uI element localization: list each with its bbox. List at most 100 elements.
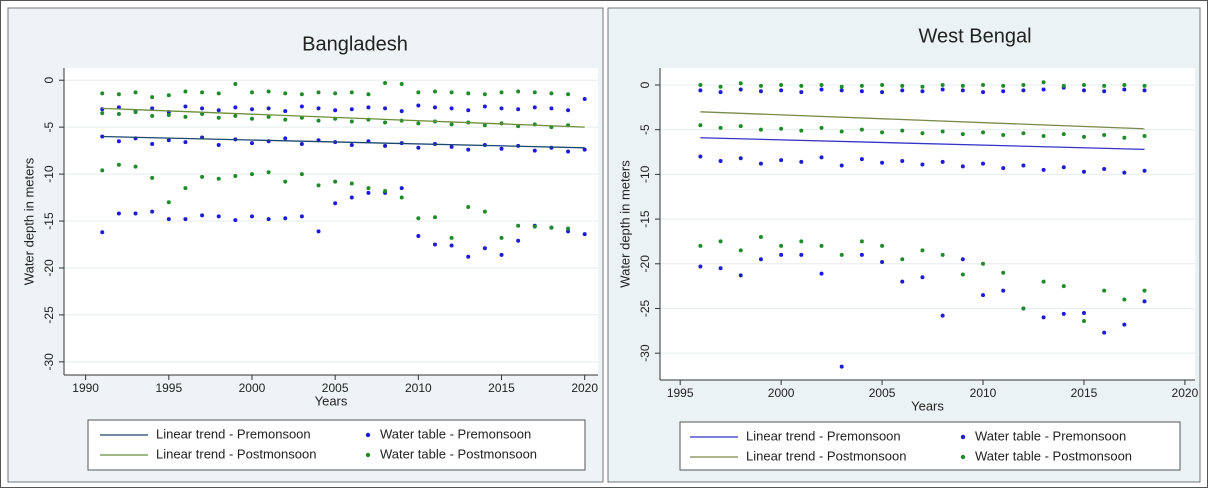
data-point — [718, 125, 723, 130]
x-tick-label: 2010 — [405, 381, 432, 395]
data-point — [166, 93, 171, 98]
x-tick-label: 1995 — [155, 381, 182, 395]
data-point — [1102, 167, 1107, 172]
data-point — [1142, 83, 1147, 88]
data-point — [1102, 89, 1107, 94]
data-point — [283, 117, 288, 122]
data-point — [100, 111, 105, 116]
data-point — [200, 213, 205, 218]
data-point — [449, 90, 454, 95]
data-point — [516, 223, 521, 228]
data-point — [416, 90, 421, 95]
data-point — [698, 88, 703, 93]
data-point — [1021, 82, 1026, 87]
y-tick-label: -10 — [638, 165, 652, 183]
data-point — [150, 142, 155, 147]
data-point — [839, 252, 844, 257]
data-point — [1081, 88, 1086, 93]
legend-label: Water table - Postmonsoon — [975, 448, 1132, 463]
data-point — [482, 246, 487, 251]
data-point — [738, 273, 743, 278]
y-tick-label: -30 — [638, 344, 652, 362]
data-point — [1142, 288, 1147, 293]
data-point — [549, 106, 554, 111]
data-point — [200, 106, 205, 111]
data-point — [698, 123, 703, 128]
data-point — [333, 108, 338, 113]
data-point — [1041, 279, 1046, 284]
chart-title: West Bengal — [918, 25, 1031, 47]
data-point — [183, 104, 188, 109]
data-point — [1102, 83, 1107, 88]
data-point — [383, 106, 388, 111]
data-point — [100, 168, 105, 173]
data-point — [960, 132, 965, 137]
data-point — [200, 90, 205, 95]
data-point — [249, 107, 254, 112]
data-point — [150, 175, 155, 180]
data-point — [738, 81, 743, 86]
data-point — [1122, 87, 1127, 92]
data-point — [150, 106, 155, 111]
data-point — [349, 119, 354, 124]
data-point — [216, 142, 221, 147]
data-point — [566, 229, 571, 234]
data-point — [1081, 318, 1086, 323]
data-point — [316, 183, 321, 188]
data-point — [216, 214, 221, 219]
data-point — [466, 147, 471, 152]
data-point — [1001, 166, 1006, 171]
legend-dot — [365, 452, 371, 458]
data-point — [116, 92, 121, 97]
data-point — [166, 112, 171, 117]
data-point — [1122, 135, 1127, 140]
data-point — [266, 217, 271, 222]
y-tick-label: -15 — [638, 210, 652, 228]
data-point — [133, 110, 138, 115]
y-tick-label: -20 — [638, 255, 652, 273]
legend-dot — [960, 454, 966, 460]
data-point — [839, 88, 844, 93]
data-point — [1061, 132, 1066, 137]
legend-dot — [960, 434, 966, 440]
y-tick-label: -20 — [42, 259, 56, 277]
data-point — [349, 142, 354, 147]
data-point — [758, 127, 763, 132]
data-point — [333, 201, 338, 206]
data-point — [432, 89, 437, 94]
data-point — [880, 90, 885, 95]
data-point — [900, 83, 905, 88]
data-point — [698, 154, 703, 159]
y-tick-label: -10 — [42, 165, 56, 183]
data-point — [738, 124, 743, 129]
data-point — [1041, 133, 1046, 138]
data-point — [116, 162, 121, 167]
data-point — [698, 82, 703, 87]
data-point — [779, 252, 784, 257]
data-point — [183, 114, 188, 119]
x-tick-label: 2005 — [869, 386, 896, 400]
data-point — [233, 218, 238, 223]
data-point — [299, 172, 304, 177]
data-point — [819, 125, 824, 130]
data-point — [940, 313, 945, 318]
data-point — [779, 82, 784, 87]
data-point — [1142, 168, 1147, 173]
data-point — [349, 107, 354, 112]
data-point — [116, 139, 121, 144]
x-axis-title: Years — [911, 398, 944, 413]
data-point — [299, 142, 304, 147]
data-point — [1081, 169, 1086, 174]
data-point — [1001, 133, 1006, 138]
y-tick-label: 0 — [638, 81, 652, 88]
data-point — [200, 112, 205, 117]
data-point — [1001, 270, 1006, 275]
data-point — [779, 126, 784, 131]
x-tick-label: 1995 — [667, 386, 694, 400]
data-point — [432, 242, 437, 247]
legend-label: Linear trend - Postmonsoon — [156, 446, 316, 461]
data-point — [366, 190, 371, 195]
data-point — [1021, 163, 1026, 168]
data-point — [698, 264, 703, 269]
x-tick-label: 2005 — [322, 381, 349, 395]
